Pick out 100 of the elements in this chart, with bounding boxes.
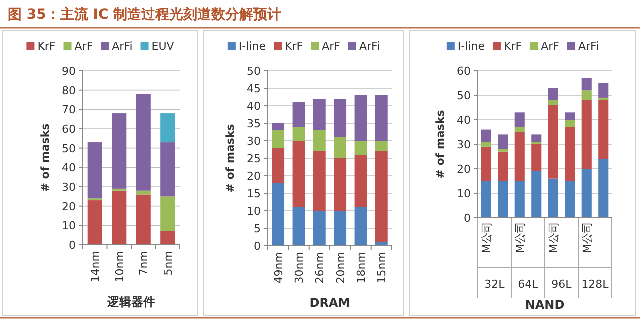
y-tick-label: 5 [254,222,261,236]
x-tick-label: 20nm [334,252,348,284]
bar [136,94,151,191]
bar [582,100,592,169]
bar [354,208,368,246]
x-tick-label: M公司 [480,222,494,254]
y-tick-label: 25 [247,152,261,166]
y-tick-label: 20 [457,163,471,176]
y-tick-label: 60 [457,65,471,78]
bar [548,88,558,100]
y-tick-label: 60 [62,123,76,136]
bar [598,83,609,98]
x-axis-title: DRAM [310,296,350,310]
y-tick-label: 80 [62,84,76,98]
bar [498,152,508,182]
legend-label: ArF [322,40,340,53]
bar [514,112,525,128]
bar [582,78,592,91]
x-tick-label: 26nm [314,252,327,284]
bar [272,130,285,148]
legend-label: KrF [504,40,522,53]
bar [88,200,102,245]
bar [548,178,558,218]
bar [292,127,306,141]
x-tick-label: 30nm [293,252,306,284]
y-tick-label: 30 [457,138,471,152]
bar [481,142,492,147]
x-tick-label: 14nm [89,251,102,283]
bar [375,96,388,141]
y-tick-label: 0 [69,239,76,252]
bar [532,171,542,218]
y-tick-label: 70 [62,104,76,117]
bar [160,142,176,197]
y-tick-label: 40 [62,162,76,175]
legend-label: EUV [152,40,175,53]
y-tick-label: 50 [62,142,76,156]
bar [375,141,388,152]
bar [532,144,542,172]
bar [334,158,347,211]
text: 32L [484,278,506,291]
y-tick-label: 15 [247,188,261,200]
bar [334,99,347,138]
bar [292,141,306,208]
legend-label: I-line [238,40,266,53]
bar [565,112,576,120]
bar [160,114,176,143]
y-tick-label: 10 [247,205,261,218]
bar [334,138,347,158]
bar [112,114,127,189]
bar [514,181,525,218]
text: 96L [552,278,573,291]
bar [272,148,285,183]
x-tick-label: 10nm [113,251,126,283]
bar [313,130,326,152]
x-tick-label: M公司 [514,222,527,254]
legend-label: I-line [458,40,486,53]
bar [292,102,306,127]
bar [565,181,576,218]
bar [136,194,151,245]
bar [514,132,525,182]
y-tick-label: 30 [247,135,261,148]
bar [498,134,508,150]
bar [160,231,176,245]
x-tick-label: 7nm [138,251,151,276]
legend-label: KrF [38,40,56,53]
text: 64L [518,278,540,291]
bar [354,155,368,208]
bar [272,183,285,246]
x-axis-title: NAND [525,298,565,312]
y-tick-label: 10 [62,220,76,233]
y-tick-label: 30 [62,181,76,194]
bar [514,127,525,132]
bar [582,169,592,218]
bar [334,211,347,246]
legend-label: ArF [74,40,94,53]
y-tick-label: 35 [247,118,261,130]
bar [498,181,508,218]
y-axis-title: # of masks [434,110,447,179]
legend-label: ArFi [112,40,133,53]
legend-label: ArF [541,40,560,53]
bar [354,96,368,141]
x-tick-label: 18nm [355,252,368,284]
bar [532,134,542,142]
bar [313,99,326,130]
bar [313,152,326,211]
bar [481,130,492,142]
x-tick-label: 49nm [272,252,286,284]
bar [598,98,609,100]
bar [88,142,102,199]
legend-label: KrF [284,40,304,53]
y-tick-label: 20 [62,200,76,214]
bar [481,146,492,182]
x-tick-label: M公司 [580,222,594,254]
y-tick-label: 50 [457,90,471,102]
bar [498,149,508,152]
y-tick-label: 0 [464,212,471,225]
legend-label: ArFi [359,40,380,53]
legend-label: ArFi [578,40,600,53]
y-tick-label: 45 [247,82,261,96]
y-tick-label: 10 [457,188,471,200]
